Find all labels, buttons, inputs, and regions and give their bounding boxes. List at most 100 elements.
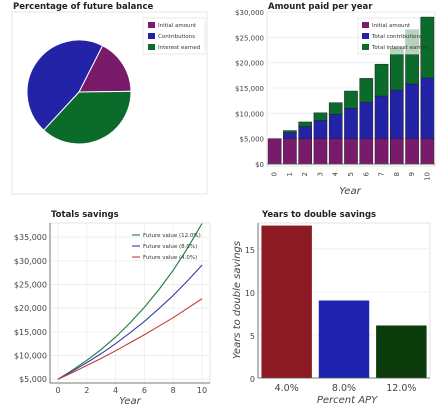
double-title: Years to double savings <box>261 210 376 220</box>
stacked-bar-initial-amount <box>298 138 312 165</box>
double-x-tick: 4.0% <box>275 383 299 394</box>
stacked-x-tick: 5 <box>347 172 355 176</box>
stacked-y-ticks: $0 $5,000 $10,000 $15,000 $20,000 $25,000 $30,… <box>235 9 264 169</box>
stacked-bar-total-contributions <box>344 108 358 139</box>
stacked-legend-swatch <box>362 44 369 50</box>
stacked-bar-initial-amount <box>313 138 328 165</box>
stacked-bar-total-contributions <box>359 101 374 139</box>
line-series-future-value-8-0- <box>57 264 203 380</box>
line-x-tick: 10 <box>197 386 207 395</box>
pie-legend-swatch <box>148 22 155 28</box>
double-x-ticks: 4.0% 8.0% 12.0% <box>275 383 417 394</box>
pie-legend: Initial amount Contributions Interest earn… <box>142 17 206 55</box>
pie-slice-contributions <box>26 39 104 131</box>
line-y-tick: $15,000 <box>14 328 47 337</box>
line-y-tick: $35,000 <box>14 233 47 242</box>
stacked-title: Amount paid per year <box>268 2 373 12</box>
line-legend-label: Future value (12.0%) <box>143 233 201 239</box>
stacked-bar-initial-amount <box>374 138 389 165</box>
line-x-tick: 0 <box>55 386 60 395</box>
stacked-y-tick: $5,000 <box>240 136 265 144</box>
pie-legend-label: Interest earned <box>158 45 200 51</box>
stacked-x-tick: 3 <box>316 172 324 176</box>
line-legend-label: Future value (4.0%) <box>143 255 197 261</box>
line-x-tick: 2 <box>84 386 89 395</box>
pie-legend-label: Contributions <box>158 34 195 40</box>
stacked-legend-label: Total interest earned <box>371 45 429 51</box>
stacked-bar-total-contributions <box>374 95 389 139</box>
pie-slice-initial-amount <box>78 44 132 93</box>
stacked-y-tick: $30,000 <box>235 9 264 17</box>
double-bar-8-0pct <box>318 300 370 378</box>
double-x-tick: 8.0% <box>332 383 356 394</box>
pie-legend-swatch <box>148 33 155 39</box>
double-x-tick: 12.0% <box>386 383 416 394</box>
stacked-bar-total-contributions <box>328 114 343 139</box>
double-x-label: Percent APY <box>317 395 378 405</box>
double-y-label: Years to double savings <box>232 241 243 359</box>
stacked-bar-total-interest-earned <box>313 112 328 121</box>
line-y-tick: $20,000 <box>14 304 47 313</box>
stacked-bar-total-interest-earned <box>359 78 374 103</box>
stacked-bar-initial-amount <box>359 138 374 165</box>
stacked-bar-total-contributions <box>298 126 312 139</box>
double-y-tick: 15 <box>245 246 255 255</box>
stacked-y-tick: $25,000 <box>235 34 264 42</box>
stacked-bar-total-interest-earned <box>420 16 435 79</box>
stacked-bar-initial-amount <box>283 138 297 165</box>
double-bar-4-0pct <box>261 225 312 378</box>
stacked-bar-total-contributions <box>405 83 419 139</box>
double-y-tick: 10 <box>245 289 255 298</box>
line-series-future-value-12-0- <box>57 223 203 380</box>
line-y-ticks: $5,000 $10,000 $15,000 $20,000 $25,000 $30,00… <box>14 233 47 384</box>
stacked-bar-initial-amount <box>344 138 358 165</box>
stacked-bar-initial-amount <box>267 138 282 165</box>
double-y-tick: 5 <box>250 332 255 341</box>
stacked-legend-label: Initial amount <box>372 23 411 29</box>
pie-slices <box>26 39 132 145</box>
stacked-bar-total-interest-earned <box>283 130 297 133</box>
stacked-bar-initial-amount <box>328 138 343 165</box>
double-y-ticks: 0 5 10 15 <box>245 246 255 384</box>
stacked-legend-label: Total contributions <box>371 34 423 40</box>
double-bars <box>261 225 427 378</box>
line-panel: Totals savings $5,000 $10,000 $15,000 $20,0… <box>14 210 211 405</box>
line-y-tick: $30,000 <box>14 257 47 266</box>
line-x-tick: 4 <box>113 386 118 395</box>
stacked-bar-total-interest-earned <box>344 90 358 109</box>
stacked-bar-initial-amount <box>420 138 435 165</box>
stacked-bar-initial-amount <box>390 138 404 165</box>
line-x-tick: 8 <box>171 386 176 395</box>
line-y-tick: $10,000 <box>14 352 47 361</box>
stacked-bar-total-contributions <box>420 77 435 139</box>
stacked-bar-total-contributions <box>283 132 297 139</box>
stacked-bars <box>267 16 435 165</box>
stacked-x-label: Year <box>339 186 361 197</box>
line-legend: Future value (12.0%) Future value (8.0%) F… <box>132 233 201 261</box>
line-series <box>57 223 203 380</box>
line-y-tick: $25,000 <box>14 281 47 290</box>
stacked-x-tick: 8 <box>393 172 401 176</box>
stacked-y-tick: $20,000 <box>235 60 264 68</box>
stacked-bar-total-interest-earned <box>328 102 343 115</box>
stacked-y-tick: $15,000 <box>235 85 264 93</box>
stacked-legend-swatch <box>362 22 369 28</box>
stacked-bar-total-interest-earned <box>298 121 312 127</box>
double-bar-panel: Years to double savings 0 5 10 15 4.0% 8.0% 1… <box>232 210 431 405</box>
stacked-bar-total-contributions <box>313 120 328 139</box>
stacked-x-tick: 2 <box>301 172 309 176</box>
line-series-future-value-4-0- <box>57 298 203 380</box>
line-x-tick: 6 <box>142 386 147 395</box>
stacked-y-tick: $10,000 <box>235 110 264 118</box>
stacked-x-tick: 6 <box>362 171 370 176</box>
stacked-x-tick: 0 <box>271 172 279 176</box>
stacked-x-tick: 1 <box>286 172 294 176</box>
pie-slice-interest-earned <box>42 90 132 145</box>
double-y-tick: 0 <box>250 375 255 384</box>
stacked-x-tick: 9 <box>408 172 416 176</box>
line-x-label: Year <box>119 396 141 405</box>
stacked-bar-initial-amount <box>405 138 419 165</box>
stacked-y-tick: $0 <box>255 161 264 169</box>
line-title: Totals savings <box>51 210 119 220</box>
